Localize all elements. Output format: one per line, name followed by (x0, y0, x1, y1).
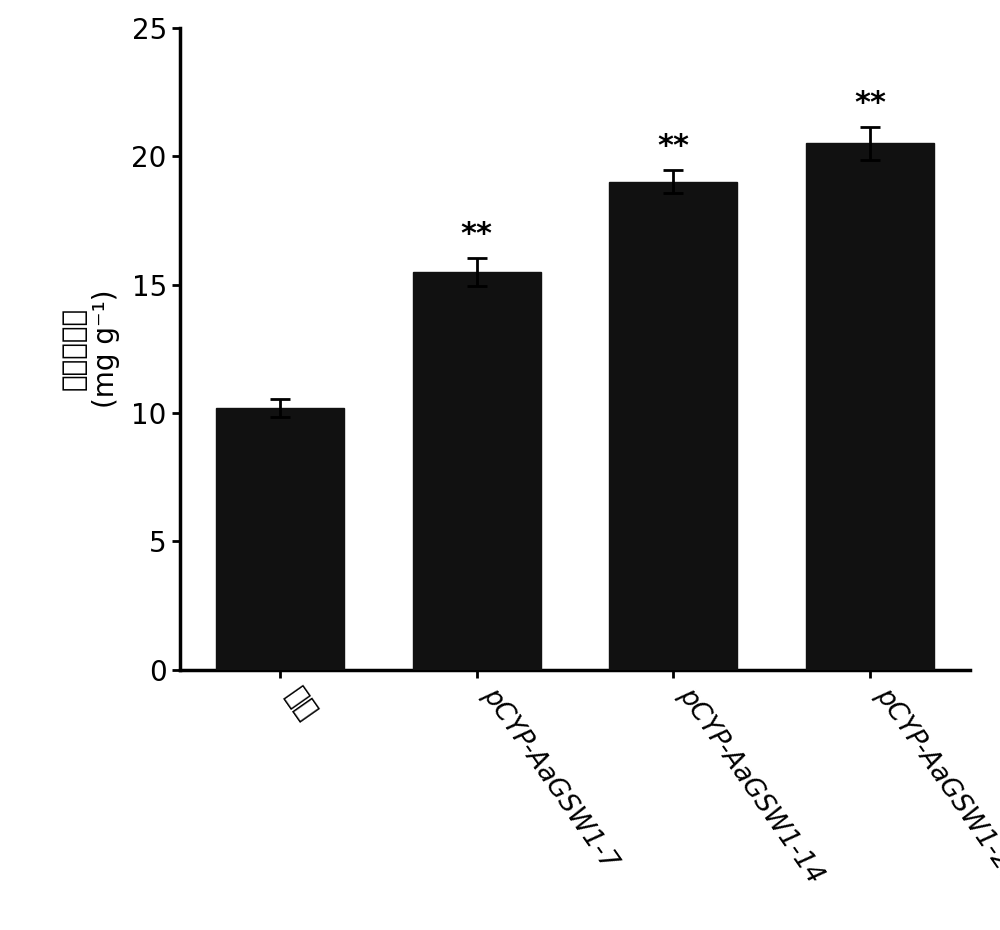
Bar (413, 272, 541, 670)
Bar (806, 143, 934, 670)
Text: **: ** (854, 88, 886, 118)
Text: **: ** (657, 132, 689, 162)
Y-axis label: 青蒿素含量
(mg g⁻¹): 青蒿素含量 (mg g⁻¹) (60, 289, 120, 408)
Bar (216, 407, 344, 670)
Bar (609, 182, 737, 670)
Text: **: ** (461, 219, 493, 248)
